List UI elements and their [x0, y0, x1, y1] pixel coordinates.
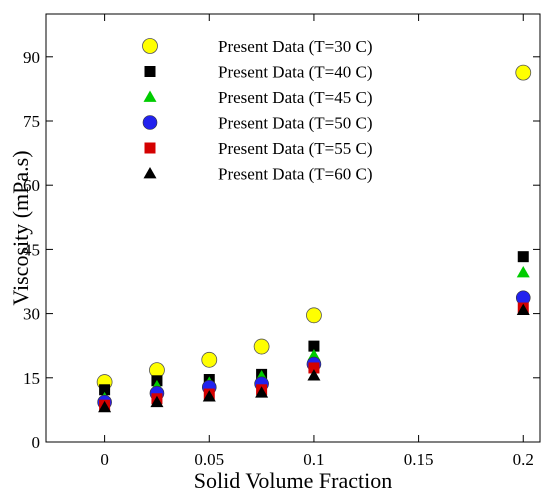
y-tick-label: 45	[23, 240, 40, 259]
data-point	[255, 386, 269, 398]
legend-marker	[142, 115, 158, 130]
data-point	[516, 303, 530, 316]
legend-marker	[143, 167, 157, 179]
legend-label: Present Data (T=55 C)	[218, 139, 373, 158]
legend-label: Present Data (T=40 C)	[218, 63, 373, 82]
x-tick-label: 0.15	[404, 450, 434, 469]
x-tick-label: 0.2	[513, 450, 534, 469]
x-tick-label: 0.1	[303, 450, 324, 469]
y-tick-label: 75	[23, 112, 40, 131]
legend-label: Present Data (T=50 C)	[218, 114, 373, 133]
legend: Present Data (T=30 C) Present Data (T=40 …	[142, 37, 373, 184]
data-point	[307, 369, 321, 381]
data-point	[308, 340, 320, 352]
tick-marks	[46, 14, 540, 443]
data-point	[98, 400, 112, 413]
legend-marker	[143, 90, 157, 102]
y-axis-label: Viscosity (mPa.s)	[8, 150, 33, 305]
y-tick-label: 15	[23, 369, 40, 388]
x-axis-label: Solid Volume Fraction	[194, 468, 392, 493]
tick-labels: 0 0.05 0.1 0.15 0.2 0 15 30 45 60 75 90	[23, 48, 534, 469]
data-point	[202, 390, 216, 402]
data-point	[515, 64, 532, 81]
legend-label: Present Data (T=30 C)	[218, 37, 373, 56]
plot-frame	[45, 13, 541, 443]
y-tick-label: 90	[23, 48, 40, 67]
data-point	[517, 251, 529, 263]
data-points	[96, 64, 532, 413]
y-tick-label: 30	[23, 305, 40, 324]
legend-marker	[144, 66, 156, 77]
data-point	[516, 266, 530, 278]
data-point	[150, 395, 164, 408]
x-tick-label: 0	[100, 450, 109, 469]
legend-label: Present Data (T=60 C)	[218, 165, 373, 184]
y-tick-label: 0	[32, 433, 41, 452]
data-point	[308, 362, 320, 374]
y-tick-label: 60	[23, 176, 40, 195]
data-point	[99, 384, 111, 396]
x-tick-label: 0.05	[194, 450, 224, 469]
legend-marker	[144, 142, 156, 154]
data-point	[201, 351, 218, 368]
data-point	[253, 338, 270, 355]
legend-label: Present Data (T=45 C)	[218, 88, 373, 107]
data-point	[306, 307, 322, 324]
legend-marker	[142, 38, 158, 54]
